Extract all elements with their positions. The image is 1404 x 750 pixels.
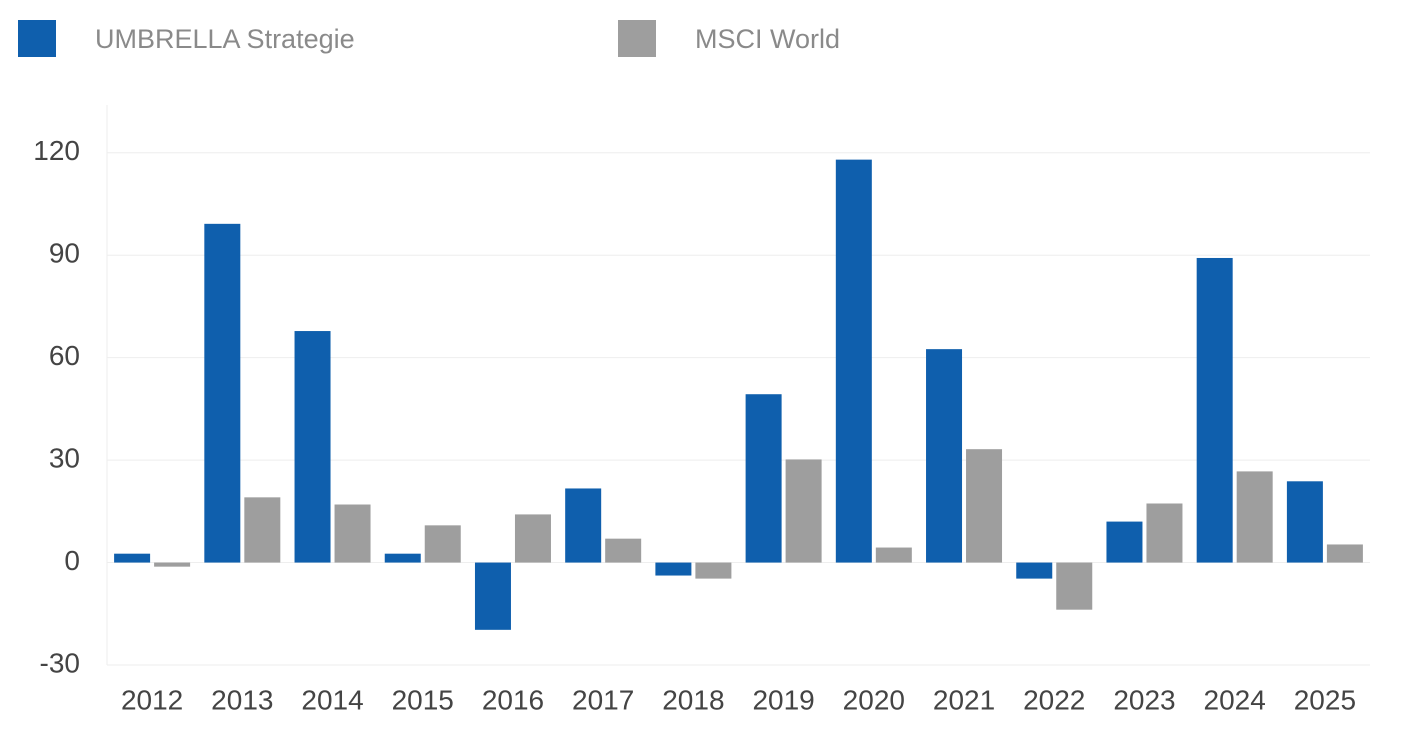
legend-swatch: [18, 20, 56, 57]
bar: [1016, 562, 1053, 579]
bar: [244, 497, 281, 563]
bar: [875, 547, 912, 563]
legend-label: UMBRELLA Strategie: [95, 24, 355, 54]
bar: [514, 514, 551, 563]
bar: [1146, 503, 1183, 563]
y-tick-label: 0: [64, 545, 80, 576]
bar: [835, 159, 872, 563]
x-tick-label: 2016: [482, 684, 544, 715]
legend-swatch: [618, 20, 656, 57]
y-tick-label: -30: [40, 647, 80, 678]
x-tick-label: 2019: [752, 684, 814, 715]
x-tick-label: 2018: [662, 684, 724, 715]
bar: [1286, 481, 1323, 563]
y-tick-label: 60: [49, 340, 80, 371]
bar: [114, 553, 151, 563]
bar: [1326, 544, 1363, 563]
x-tick-label: 2017: [572, 684, 634, 715]
x-tick-label: 2014: [301, 684, 363, 715]
bar: [1196, 257, 1233, 563]
x-tick-label: 2024: [1204, 684, 1266, 715]
bar: [204, 223, 241, 563]
bar: [926, 349, 963, 563]
y-tick-label: 30: [49, 443, 80, 474]
bar: [154, 562, 191, 567]
x-tick-label: 2023: [1113, 684, 1175, 715]
x-tick-label: 2022: [1023, 684, 1085, 715]
bar: [565, 488, 602, 563]
x-tick-label: 2025: [1294, 684, 1356, 715]
y-tick-label: 90: [49, 238, 80, 269]
bar: [655, 562, 692, 576]
x-tick-label: 2020: [843, 684, 905, 715]
bar: [424, 525, 461, 563]
bar: [384, 553, 421, 563]
bar: [474, 562, 511, 630]
bar: [1106, 521, 1143, 563]
bar: [1056, 562, 1093, 610]
x-tick-label: 2021: [933, 684, 995, 715]
bar: [785, 459, 822, 563]
x-tick-label: 2013: [211, 684, 273, 715]
bar: [334, 504, 371, 563]
x-tick-label: 2012: [121, 684, 183, 715]
x-tick-label: 2015: [392, 684, 454, 715]
bar: [745, 394, 782, 563]
y-tick-label: 120: [33, 135, 80, 166]
bar: [695, 562, 732, 579]
legend-label: MSCI World: [695, 24, 840, 54]
bar: [605, 538, 642, 563]
bar: [966, 449, 1003, 563]
bar: [1236, 471, 1273, 563]
bar: [294, 331, 331, 563]
